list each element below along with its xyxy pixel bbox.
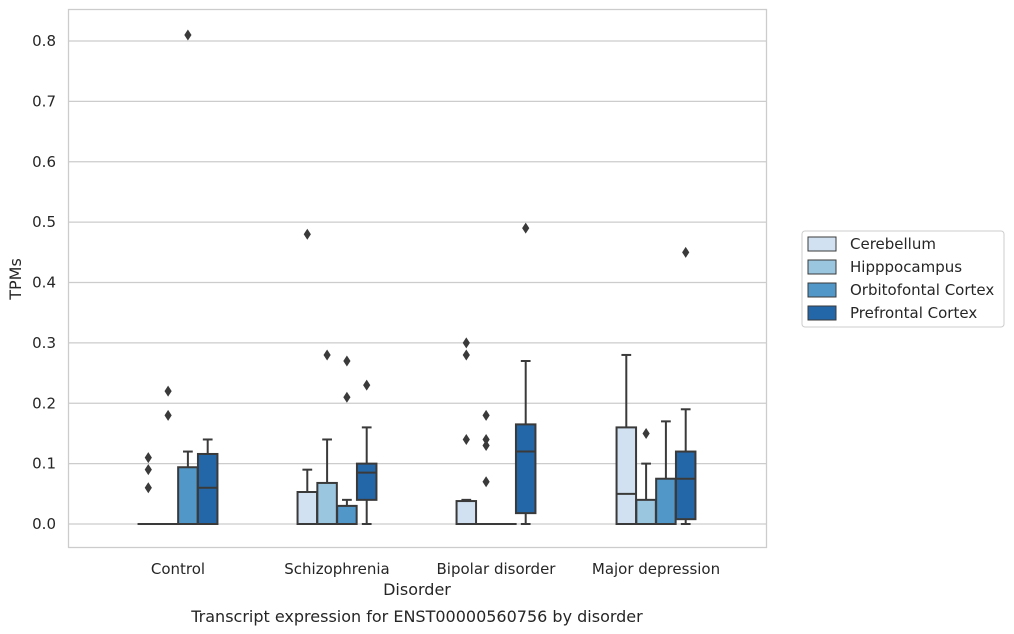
- box-plot: [355, 379, 378, 525]
- outlier-point: [343, 355, 351, 367]
- box-iqr: [674, 450, 697, 521]
- box-plot: [316, 349, 338, 526]
- legend-label: Prefrontal Cortex: [850, 304, 977, 322]
- y-tick-label: 0.7: [32, 92, 56, 110]
- box-plot: [514, 222, 537, 525]
- y-tick-label: 0.2: [32, 394, 56, 412]
- outlier-point: [144, 452, 152, 464]
- outlier-point: [363, 379, 371, 391]
- box-plot: [615, 353, 638, 525]
- outlier-point: [462, 337, 470, 349]
- box-iqr: [177, 466, 199, 525]
- legend-label: Cerebellum: [850, 235, 936, 253]
- box-iqr: [635, 498, 657, 526]
- box-plot: [196, 438, 219, 525]
- outlier-point: [144, 464, 152, 476]
- y-axis-ticks: 0.0 0.1 0.2 0.3 0.4 0.5 0.6 0.7 0.8: [32, 32, 56, 533]
- box-iqr: [455, 500, 478, 525]
- y-tick-label: 0.0: [32, 515, 56, 533]
- box-plot: [635, 427, 657, 526]
- x-tick-label: Major depression: [592, 560, 720, 578]
- x-tick-label: Schizophrenia: [284, 560, 389, 578]
- box-plot: [296, 228, 319, 526]
- legend-swatch: [807, 282, 837, 298]
- outlier-point: [144, 482, 152, 494]
- box-plot: [157, 385, 179, 526]
- legend-label: Orbitofontal Cortex: [850, 281, 994, 299]
- box-iqr: [336, 504, 358, 526]
- outlier-point: [303, 228, 311, 240]
- box-iqr: [615, 426, 638, 525]
- box-plots: [137, 29, 697, 526]
- box-iqr: [514, 423, 537, 515]
- outlier-point: [682, 246, 690, 258]
- y-tick-label: 0.8: [32, 32, 56, 50]
- plot-frame: [67, 8, 768, 549]
- y-tick-label: 0.6: [32, 153, 56, 171]
- outlier-point: [184, 29, 192, 41]
- box-plot: [336, 355, 358, 526]
- y-tick-label: 0.4: [32, 274, 56, 292]
- legend-swatch: [807, 236, 837, 252]
- box-plot: [655, 420, 677, 525]
- x-axis-ticks: Control Schizophrenia Bipolar disorder Majo…: [151, 560, 720, 578]
- legend-label: Hipppocampus: [850, 258, 962, 276]
- y-axis-label: TPMs: [6, 258, 25, 301]
- outlier-point: [482, 440, 490, 452]
- outlier-point: [164, 409, 172, 421]
- box-iqr: [296, 491, 319, 526]
- outlier-point: [522, 222, 530, 234]
- legend-frame: [801, 230, 1005, 328]
- y-tick-label: 0.1: [32, 455, 56, 473]
- legend-swatch: [807, 259, 837, 275]
- outlier-point: [482, 433, 490, 445]
- box-iqr: [355, 462, 378, 501]
- box-plot: [455, 337, 478, 525]
- outlier-point: [482, 409, 490, 421]
- outlier-point: [343, 391, 351, 403]
- x-tick-label: Control: [151, 560, 205, 578]
- outlier-point: [482, 476, 490, 488]
- outlier-point: [164, 385, 172, 397]
- outlier-point: [323, 349, 331, 361]
- box-iqr: [196, 452, 219, 525]
- box-iqr: [316, 481, 338, 526]
- legend: Cerebellum Hipppocampus Orbitofontal Corte…: [801, 230, 1005, 328]
- outlier-point: [462, 433, 470, 445]
- y-tick-label: 0.5: [32, 213, 56, 231]
- x-tick-label: Bipolar disorder: [437, 560, 557, 578]
- x-axis-label: Disorder: [383, 580, 451, 599]
- outlier-point: [642, 427, 650, 439]
- y-tick-label: 0.3: [32, 334, 56, 352]
- legend-swatch: [807, 305, 837, 321]
- outlier-point: [462, 349, 470, 361]
- box-plot: [674, 246, 697, 525]
- chart-caption: Transcript expression for ENST0000056075…: [190, 607, 643, 626]
- box-iqr: [655, 477, 677, 525]
